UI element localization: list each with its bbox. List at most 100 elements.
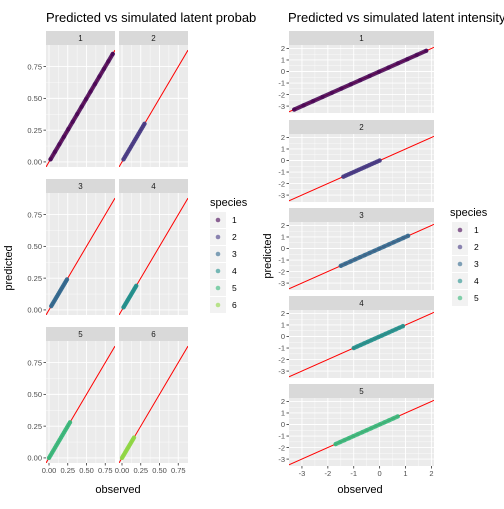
chart2-y-tick-label: 0 (281, 332, 285, 341)
chart2-point (301, 103, 306, 108)
chart1-point (61, 134, 67, 139)
chart1-legend-label: 5 (232, 283, 237, 293)
chart2-point (424, 48, 429, 53)
chart2-xlabel: observed (337, 484, 382, 496)
chart2-point (364, 428, 369, 433)
chart2-y-tick-label: 0 (281, 420, 285, 429)
chart2-legend-swatch (457, 227, 463, 233)
chart1-point (66, 127, 71, 132)
chart2-point (351, 433, 356, 439)
chart2-point (377, 422, 383, 427)
chart1-facet-strip (46, 31, 115, 45)
chart2-legend-label: 4 (474, 276, 479, 286)
chart2-point (310, 98, 316, 104)
chart2-point (372, 248, 377, 254)
chart2-y-tick-label: -3 (278, 279, 285, 288)
chart1-x-tick-label: 0.00 (42, 466, 57, 475)
chart2-point (395, 414, 400, 419)
chart2-y-tick-label: -2 (278, 267, 285, 276)
chart1-legend-label: 3 (232, 249, 237, 259)
chart2-facet-label: 1 (359, 34, 364, 43)
chart1-facet-label: 6 (151, 330, 156, 339)
chart1-facet-strip (119, 31, 188, 45)
chart2-point (405, 56, 410, 62)
chart2-point (382, 420, 387, 425)
chart1-y-tick-label: 0.00 (27, 306, 42, 315)
chart2-x-tick-label: 0 (378, 469, 382, 478)
chart2-point (386, 65, 391, 70)
chart2-point (348, 82, 353, 87)
chart2-y-tick-label: -1 (278, 168, 285, 177)
chart1-legend-swatch (215, 234, 221, 240)
chart2-point (386, 418, 392, 423)
chart2-legend-swatch (457, 295, 463, 301)
chart2-legend-swatch (457, 244, 463, 250)
chart2-plot-area (289, 311, 434, 378)
chart1-facet-strip (46, 179, 115, 193)
chart2-point (391, 240, 396, 245)
chart2-facet-label: 2 (359, 123, 364, 132)
chart2-point (320, 94, 325, 100)
chart1-y-tick-label: 0.75 (27, 210, 42, 219)
chart1-point (52, 149, 58, 155)
chart1-point (110, 51, 115, 57)
chart2-facet-label: 3 (359, 211, 364, 220)
chart2-facet-strip (289, 296, 434, 310)
chart2-point (386, 242, 392, 247)
chart1-point (97, 74, 102, 79)
chart1-facet-strip (46, 327, 115, 341)
chart1-legend-swatch (215, 251, 221, 257)
chart2-point (367, 73, 372, 79)
chart2-point (342, 437, 347, 443)
chart1-legend-swatch (215, 302, 221, 308)
chart1-x-tick-label: 0.75 (98, 466, 113, 475)
chart2-facet-strip (289, 120, 434, 134)
chart1-plot-area (46, 345, 115, 463)
chart2-point (383, 331, 388, 337)
chart1-plot-area (119, 197, 188, 315)
chart1-point (83, 96, 89, 102)
chart-probability: Predicted vs simulated latent probab obs… (3, 10, 256, 496)
chart2-legend-label: 1 (474, 225, 479, 235)
chart2-point (397, 325, 402, 330)
chart1-y-tick-label: 0.75 (27, 358, 42, 367)
chart1-point (74, 111, 80, 117)
chart2-point (355, 432, 361, 437)
chart2-point (348, 259, 353, 264)
chart2-plot-area (289, 223, 434, 290)
chart1-plot-area (46, 49, 115, 167)
chart2-point (396, 237, 401, 243)
chart2-facet-strip (289, 208, 434, 222)
chart2-y-tick-label: 2 (281, 221, 285, 230)
chart1-point (67, 420, 73, 425)
chart2-y-tick-label: 2 (281, 397, 285, 406)
chart2-y-tick-label: 0 (281, 67, 285, 76)
chart2-legend-label: 3 (474, 259, 479, 269)
chart2-point (355, 344, 360, 349)
chart2-point (376, 334, 381, 340)
chart2-x-tick-label: -3 (299, 469, 306, 478)
chart1-point (79, 104, 84, 109)
chart2-ylabel: predicted (262, 233, 274, 278)
chart2-point (376, 69, 382, 74)
chart1-x-tick-label: 0.50 (152, 466, 167, 475)
chart1-legend-label: 6 (232, 300, 237, 310)
chart1-facet-label: 5 (78, 330, 83, 339)
chart1-x-tick-label: 0.25 (133, 466, 148, 475)
chart2-y-tick-label: -1 (278, 344, 285, 353)
chart2-facet-label: 5 (359, 387, 364, 396)
chart2-point (351, 345, 356, 351)
chart2-panels: 1 -3 -2 -1 0 1 2 2 -3 -2 -1 0 1 2 3 -3 -2 -1 0 1 2 4 -3 -2 -1 0 1 2… (278, 31, 434, 478)
chart2-plot-area (289, 135, 434, 202)
chart2-y-tick-label: 1 (281, 56, 285, 65)
chart2-point (337, 439, 343, 445)
chart1-x-tick-label: 0.00 (115, 466, 130, 475)
chart2-facet-label: 4 (359, 299, 364, 308)
chart2-point (338, 263, 343, 268)
chart1-xlabel: observed (95, 484, 140, 496)
chart1-point (134, 283, 139, 288)
chart1-x-tick-label: 0.50 (79, 466, 94, 475)
chart2-y-tick-label: 2 (281, 309, 285, 318)
chart1-point (48, 157, 53, 162)
